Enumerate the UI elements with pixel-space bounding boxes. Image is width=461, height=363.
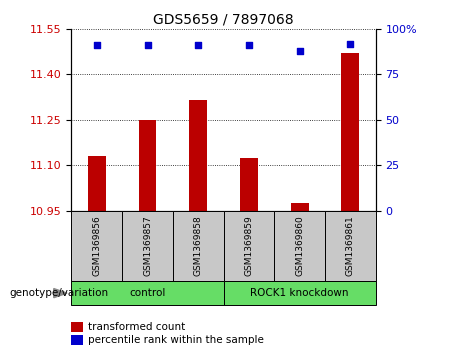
Point xyxy=(195,42,202,48)
Bar xyxy=(88,156,106,211)
Text: GSM1369861: GSM1369861 xyxy=(346,216,355,276)
Text: control: control xyxy=(130,288,165,298)
Bar xyxy=(71,281,224,305)
Text: ROCK1 knockdown: ROCK1 knockdown xyxy=(250,288,349,298)
Bar xyxy=(173,211,224,281)
Point xyxy=(144,42,151,48)
Title: GDS5659 / 7897068: GDS5659 / 7897068 xyxy=(153,12,294,26)
Bar xyxy=(139,120,156,211)
Text: GSM1369856: GSM1369856 xyxy=(92,216,101,276)
Text: genotype/variation: genotype/variation xyxy=(9,288,108,298)
Text: GSM1369860: GSM1369860 xyxy=(295,216,304,276)
Bar xyxy=(291,203,308,211)
Bar xyxy=(274,211,325,281)
Bar xyxy=(325,211,376,281)
Text: transformed count: transformed count xyxy=(88,322,185,332)
Bar xyxy=(122,211,173,281)
Bar xyxy=(71,211,122,281)
Bar xyxy=(240,158,258,211)
Bar xyxy=(342,53,359,211)
Bar xyxy=(189,100,207,211)
Bar xyxy=(224,281,376,305)
Point xyxy=(296,48,303,54)
Text: GSM1369858: GSM1369858 xyxy=(194,216,203,276)
Point xyxy=(93,42,100,48)
Bar xyxy=(224,211,274,281)
Point xyxy=(347,41,354,46)
Polygon shape xyxy=(54,289,67,298)
Text: GSM1369859: GSM1369859 xyxy=(244,216,254,276)
Point xyxy=(245,42,253,48)
Text: GSM1369857: GSM1369857 xyxy=(143,216,152,276)
Text: percentile rank within the sample: percentile rank within the sample xyxy=(88,335,264,345)
